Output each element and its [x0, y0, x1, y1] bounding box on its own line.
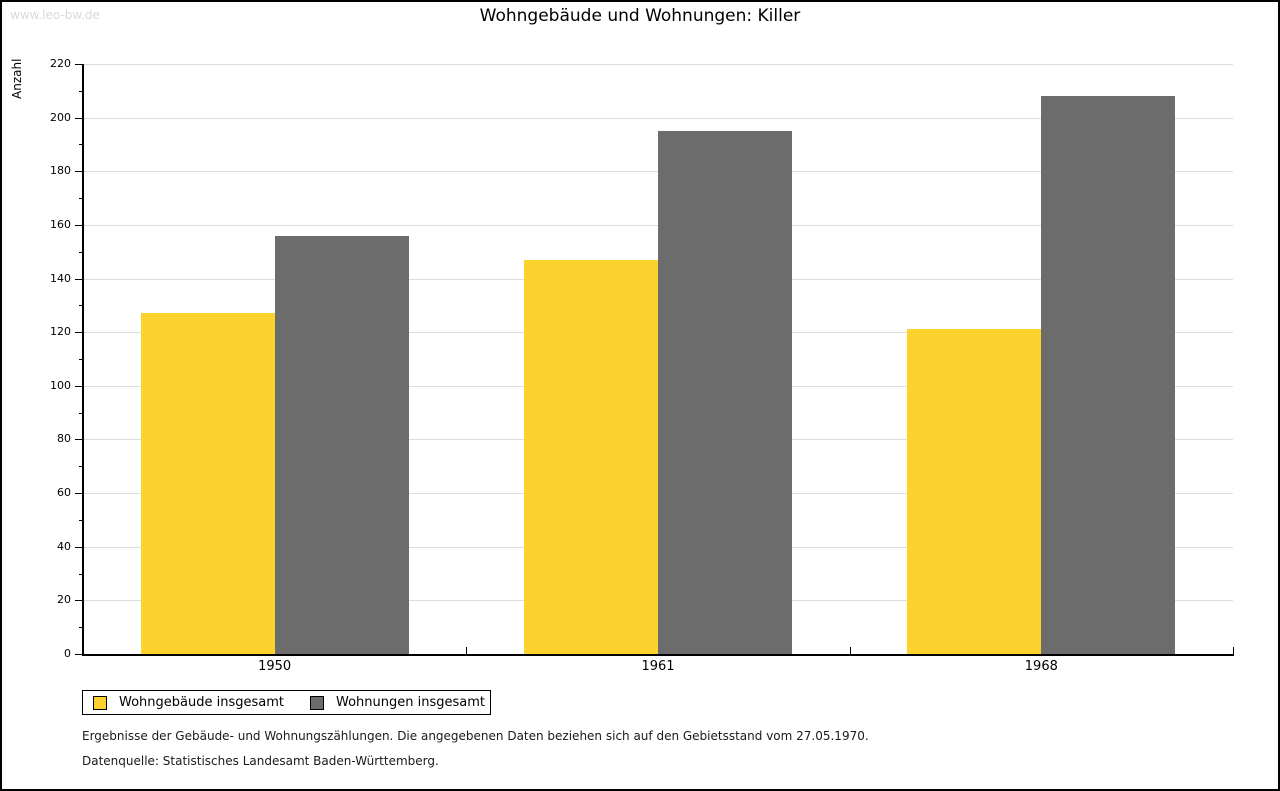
y-major-tick — [75, 654, 83, 655]
y-major-tick — [75, 386, 83, 387]
footnote-datenquelle: Datenquelle: Statistisches Landesamt Bad… — [82, 754, 439, 768]
y-minor-tick — [79, 413, 83, 414]
legend-item-wohnungen: Wohnungen insgesamt — [310, 695, 485, 710]
y-minor-tick — [79, 144, 83, 145]
y-tick-label: 40 — [57, 540, 71, 553]
bar-series0-1968 — [907, 329, 1041, 654]
y-minor-tick — [79, 574, 83, 575]
y-major-tick — [75, 118, 83, 119]
y-major-tick — [75, 439, 83, 440]
y-gridline — [83, 64, 1233, 65]
y-tick-label: 140 — [50, 272, 71, 285]
x-category-label: 1968 — [1024, 659, 1058, 674]
chart-title: Wohngebäude und Wohnungen: Killer — [479, 6, 801, 26]
bar-series1-1961 — [658, 131, 792, 654]
y-tick-label: 60 — [57, 486, 71, 499]
y-minor-tick — [79, 252, 83, 253]
bar-series1-1950 — [275, 236, 409, 654]
y-major-tick — [75, 493, 83, 494]
x-category-label: 1961 — [641, 659, 675, 674]
bar-series1-1968 — [1041, 96, 1175, 654]
y-major-tick — [75, 171, 83, 172]
legend-swatch-wohnungen — [310, 695, 324, 710]
footnote-gebietsstand: Ergebnisse der Gebäude- und Wohnungszähl… — [82, 729, 869, 743]
y-major-tick — [75, 279, 83, 280]
y-major-tick — [75, 225, 83, 226]
y-major-tick — [75, 600, 83, 601]
y-major-tick — [75, 332, 83, 333]
bar-series0-1950 — [141, 313, 275, 654]
y-gridline — [83, 118, 1233, 119]
y-minor-tick — [79, 91, 83, 92]
bar-series0-1961 — [524, 260, 658, 654]
y-tick-label: 160 — [50, 218, 71, 231]
y-tick-label: 0 — [64, 647, 71, 660]
legend: Wohngebäude insgesamt Wohnungen insgesam… — [82, 690, 491, 715]
x-category-label: 1950 — [258, 659, 292, 674]
legend-label-wohnungen: Wohnungen insgesamt — [336, 695, 485, 710]
legend-swatch-wohngebaeude — [93, 695, 107, 710]
y-axis-line — [82, 64, 84, 656]
y-minor-tick — [79, 198, 83, 199]
y-major-tick — [75, 547, 83, 548]
y-tick-label: 220 — [50, 57, 71, 70]
y-tick-label: 100 — [50, 379, 71, 392]
legend-item-wohngebaeude: Wohngebäude insgesamt — [93, 695, 284, 710]
y-tick-label: 80 — [57, 432, 71, 445]
y-minor-tick — [79, 520, 83, 521]
y-minor-tick — [79, 305, 83, 306]
x-tick — [1233, 647, 1234, 654]
y-tick-label: 20 — [57, 593, 71, 606]
y-minor-tick — [79, 359, 83, 360]
y-tick-label: 120 — [50, 325, 71, 338]
y-minor-tick — [79, 627, 83, 628]
y-minor-tick — [79, 466, 83, 467]
watermark: www.leo-bw.de — [10, 8, 100, 22]
legend-label-wohngebaeude: Wohngebäude insgesamt — [119, 695, 284, 710]
y-tick-label: 180 — [50, 164, 71, 177]
y-major-tick — [75, 64, 83, 65]
x-tick — [850, 647, 851, 654]
x-axis-line — [82, 654, 1234, 656]
y-tick-label: 200 — [50, 111, 71, 124]
x-tick — [466, 647, 467, 654]
